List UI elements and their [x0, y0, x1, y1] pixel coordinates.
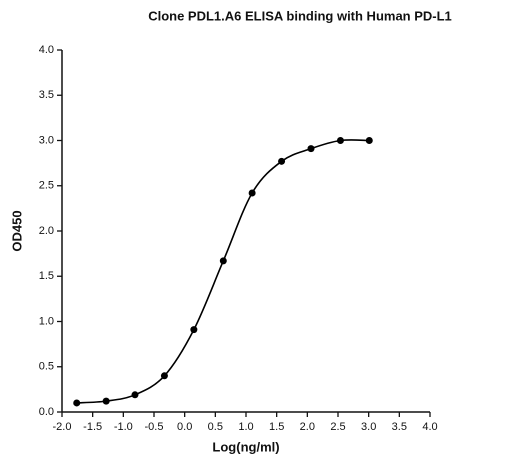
- x-tick-label: -0.5: [145, 421, 164, 433]
- x-tick-label: 2.0: [300, 421, 315, 433]
- data-point: [102, 397, 110, 405]
- x-tick-label: 2.5: [330, 421, 345, 433]
- x-tick-label: -1.5: [83, 421, 102, 433]
- data-point: [219, 257, 227, 265]
- x-tick-label: 3.5: [392, 421, 407, 433]
- y-tick-label: 2.5: [39, 180, 54, 192]
- data-point: [278, 157, 286, 165]
- data-point: [336, 137, 344, 144]
- y-tick-label: 3.5: [39, 89, 54, 101]
- x-tick-label: -2.0: [53, 421, 72, 433]
- x-tick-label: -1.0: [114, 421, 133, 433]
- x-tick-label: 0.5: [208, 421, 223, 433]
- y-tick-label: 1.0: [39, 315, 54, 327]
- data-point: [248, 189, 256, 197]
- x-tick-label: 1.5: [269, 421, 284, 433]
- data-point: [365, 137, 373, 144]
- data-point: [160, 372, 168, 380]
- chart-title: Clone PDL1.A6 ELISA binding with Human P…: [148, 8, 452, 23]
- y-tick-label: 0.5: [39, 361, 54, 373]
- x-tick-label: 4.0: [422, 421, 437, 433]
- y-tick-label: 0.0: [39, 406, 54, 418]
- data-point: [73, 399, 81, 407]
- y-tick-label: 3.0: [39, 134, 54, 146]
- y-tick-label: 2.0: [39, 225, 54, 237]
- data-point: [307, 145, 315, 153]
- x-tick-label: 3.0: [361, 421, 376, 433]
- fit-curve: [76, 139, 370, 404]
- x-axis-label: Log(ng/ml): [212, 439, 279, 454]
- y-axis-label: OD450: [9, 210, 24, 251]
- data-point: [131, 391, 139, 399]
- data-point: [190, 326, 198, 334]
- y-tick-label: 1.5: [39, 270, 54, 282]
- x-tick-label: 1.0: [238, 421, 253, 433]
- x-tick-label: 0.0: [177, 421, 192, 433]
- y-tick-label: 4.0: [39, 44, 54, 56]
